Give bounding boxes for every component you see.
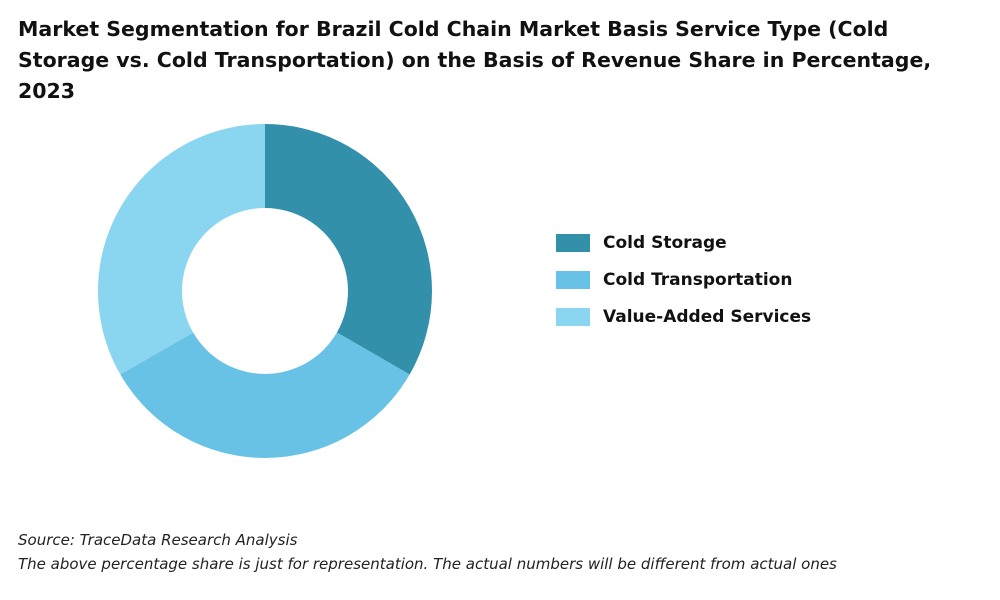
disclaimer-note: The above percentage share is just for r…: [18, 555, 837, 573]
legend-swatch-value-added-services: [556, 307, 590, 326]
legend-item-value-added-services: Value-Added Services: [556, 298, 811, 335]
legend-item-cold-transportation: Cold Transportation: [556, 261, 811, 298]
slice-cold-storage: [265, 124, 433, 375]
legend-label-value-added-services: Value-Added Services: [603, 306, 812, 327]
chart-footer: Source: TraceData Research Analysis The …: [18, 528, 837, 576]
chart-legend: Cold Storage Cold Transportation Value-A…: [556, 224, 811, 335]
donut-slices: [97, 124, 433, 459]
legend-item-cold-storage: Cold Storage: [556, 224, 811, 261]
slice-value-added-services: [97, 124, 265, 375]
legend-label-cold-storage: Cold Storage: [603, 232, 727, 253]
slice-cold-transportation: [120, 332, 410, 459]
legend-label-cold-transportation: Cold Transportation: [603, 269, 793, 290]
legend-swatch-cold-storage: [556, 233, 590, 252]
source-note: Source: TraceData Research Analysis: [18, 531, 298, 549]
legend-swatch-cold-transportation: [556, 270, 590, 289]
chart-title: Market Segmentation for Brazil Cold Chai…: [18, 17, 932, 103]
